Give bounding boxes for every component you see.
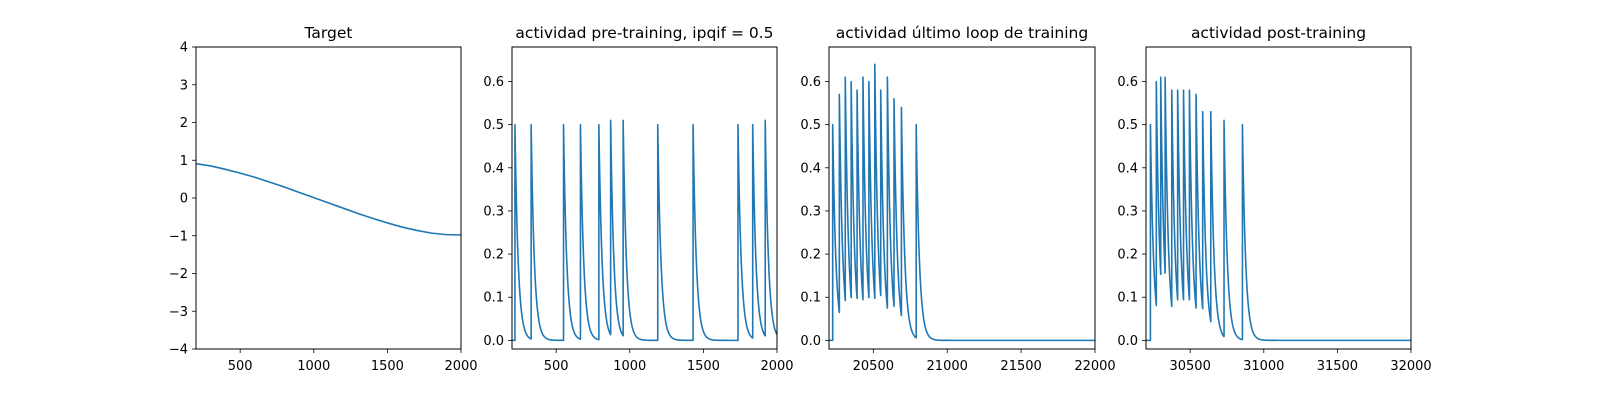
x-tick-label: 31000 xyxy=(1243,359,1284,374)
y-tick-label: 3 xyxy=(180,78,188,93)
x-tick-label: 31500 xyxy=(1317,359,1358,374)
y-tick-label: 4 xyxy=(180,41,188,56)
x-tick-label: 1000 xyxy=(613,359,646,374)
x-tick-label: 21000 xyxy=(927,359,968,374)
y-tick-label: 0 xyxy=(180,192,188,207)
subplot-title: Target xyxy=(304,24,353,42)
y-tick-label: 0.6 xyxy=(1117,75,1138,90)
subplot-1: 500 1000 1500 2000 −4 −3 −2 −1 0 1 2 3 4 Target xyxy=(169,24,478,374)
subplot-2: 500 1000 1500 2000 0.0 0.1 0.2 0.3 0.4 0.5 0.6 acti… xyxy=(483,24,793,374)
plot-frame xyxy=(828,46,1096,350)
y-tick-label: −4 xyxy=(169,343,188,358)
x-tick-label: 32000 xyxy=(1390,359,1431,374)
x-tick-label: 22000 xyxy=(1074,359,1115,374)
y-tick-label: −2 xyxy=(169,267,188,282)
y-tick-label: 0.6 xyxy=(800,75,821,90)
x-tick-label: 1500 xyxy=(371,359,404,374)
y-tick-label: 0.0 xyxy=(1117,334,1138,349)
series-line xyxy=(829,63,1095,342)
y-tick-label: −1 xyxy=(169,229,188,244)
y-tick-label: 1 xyxy=(180,154,188,169)
x-tick-label: 2000 xyxy=(444,359,477,374)
y-tick-label: 0.2 xyxy=(483,248,504,263)
y-tick-label: 0.1 xyxy=(800,291,821,306)
y-tick-label: 0.2 xyxy=(1117,248,1138,263)
series-line xyxy=(512,119,777,342)
series-line xyxy=(196,162,461,236)
subplot-title: actividad último loop de training xyxy=(836,24,1088,42)
y-tick-label: 0.1 xyxy=(483,291,504,306)
y-tick-label: 2 xyxy=(180,116,188,131)
plot-frame xyxy=(511,46,778,350)
x-tick-label: 1000 xyxy=(297,359,330,374)
x-tick-label: 500 xyxy=(544,359,569,374)
y-tick-label: 0.4 xyxy=(483,161,504,176)
subplot-grid: 500 1000 1500 2000 −4 −3 −2 −1 0 1 2 3 4 Target 500 100… xyxy=(169,24,1432,374)
y-tick-label: 0.4 xyxy=(800,161,821,176)
plot-frame xyxy=(1145,46,1412,350)
y-tick-label: 0.6 xyxy=(483,75,504,90)
series-line xyxy=(1146,76,1411,342)
subplot-title: actividad post-training xyxy=(1191,24,1366,42)
y-tick-label: 0.5 xyxy=(800,118,821,133)
subplot-3: 20500 21000 21500 22000 0.0 0.1 0.2 0.3 0.4 0.5 0.… xyxy=(800,24,1115,374)
y-tick-label: 0.3 xyxy=(1117,204,1138,219)
y-tick-label: 0.3 xyxy=(800,204,821,219)
x-tick-label: 2000 xyxy=(760,359,793,374)
y-tick-label: 0.0 xyxy=(483,334,504,349)
y-tick-label: 0.0 xyxy=(800,334,821,349)
y-tick-label: 0.4 xyxy=(1117,161,1138,176)
y-tick-label: 0.3 xyxy=(483,204,504,219)
x-tick-label: 500 xyxy=(228,359,253,374)
y-tick-label: 0.1 xyxy=(1117,291,1138,306)
subplot-title: actividad pre-training, ipqif = 0.5 xyxy=(515,24,773,42)
y-tick-label: 0.5 xyxy=(483,118,504,133)
x-tick-label: 1500 xyxy=(687,359,720,374)
y-tick-label: 0.5 xyxy=(1117,118,1138,133)
y-tick-label: 0.2 xyxy=(800,248,821,263)
y-tick-label: −3 xyxy=(169,305,188,320)
subplot-4: 30500 31000 31500 32000 0.0 0.1 0.2 0.3 0.4 0.5 0.… xyxy=(1117,24,1431,374)
x-tick-label: 21500 xyxy=(1000,359,1041,374)
x-tick-label: 30500 xyxy=(1169,359,1210,374)
x-tick-label: 20500 xyxy=(853,359,894,374)
